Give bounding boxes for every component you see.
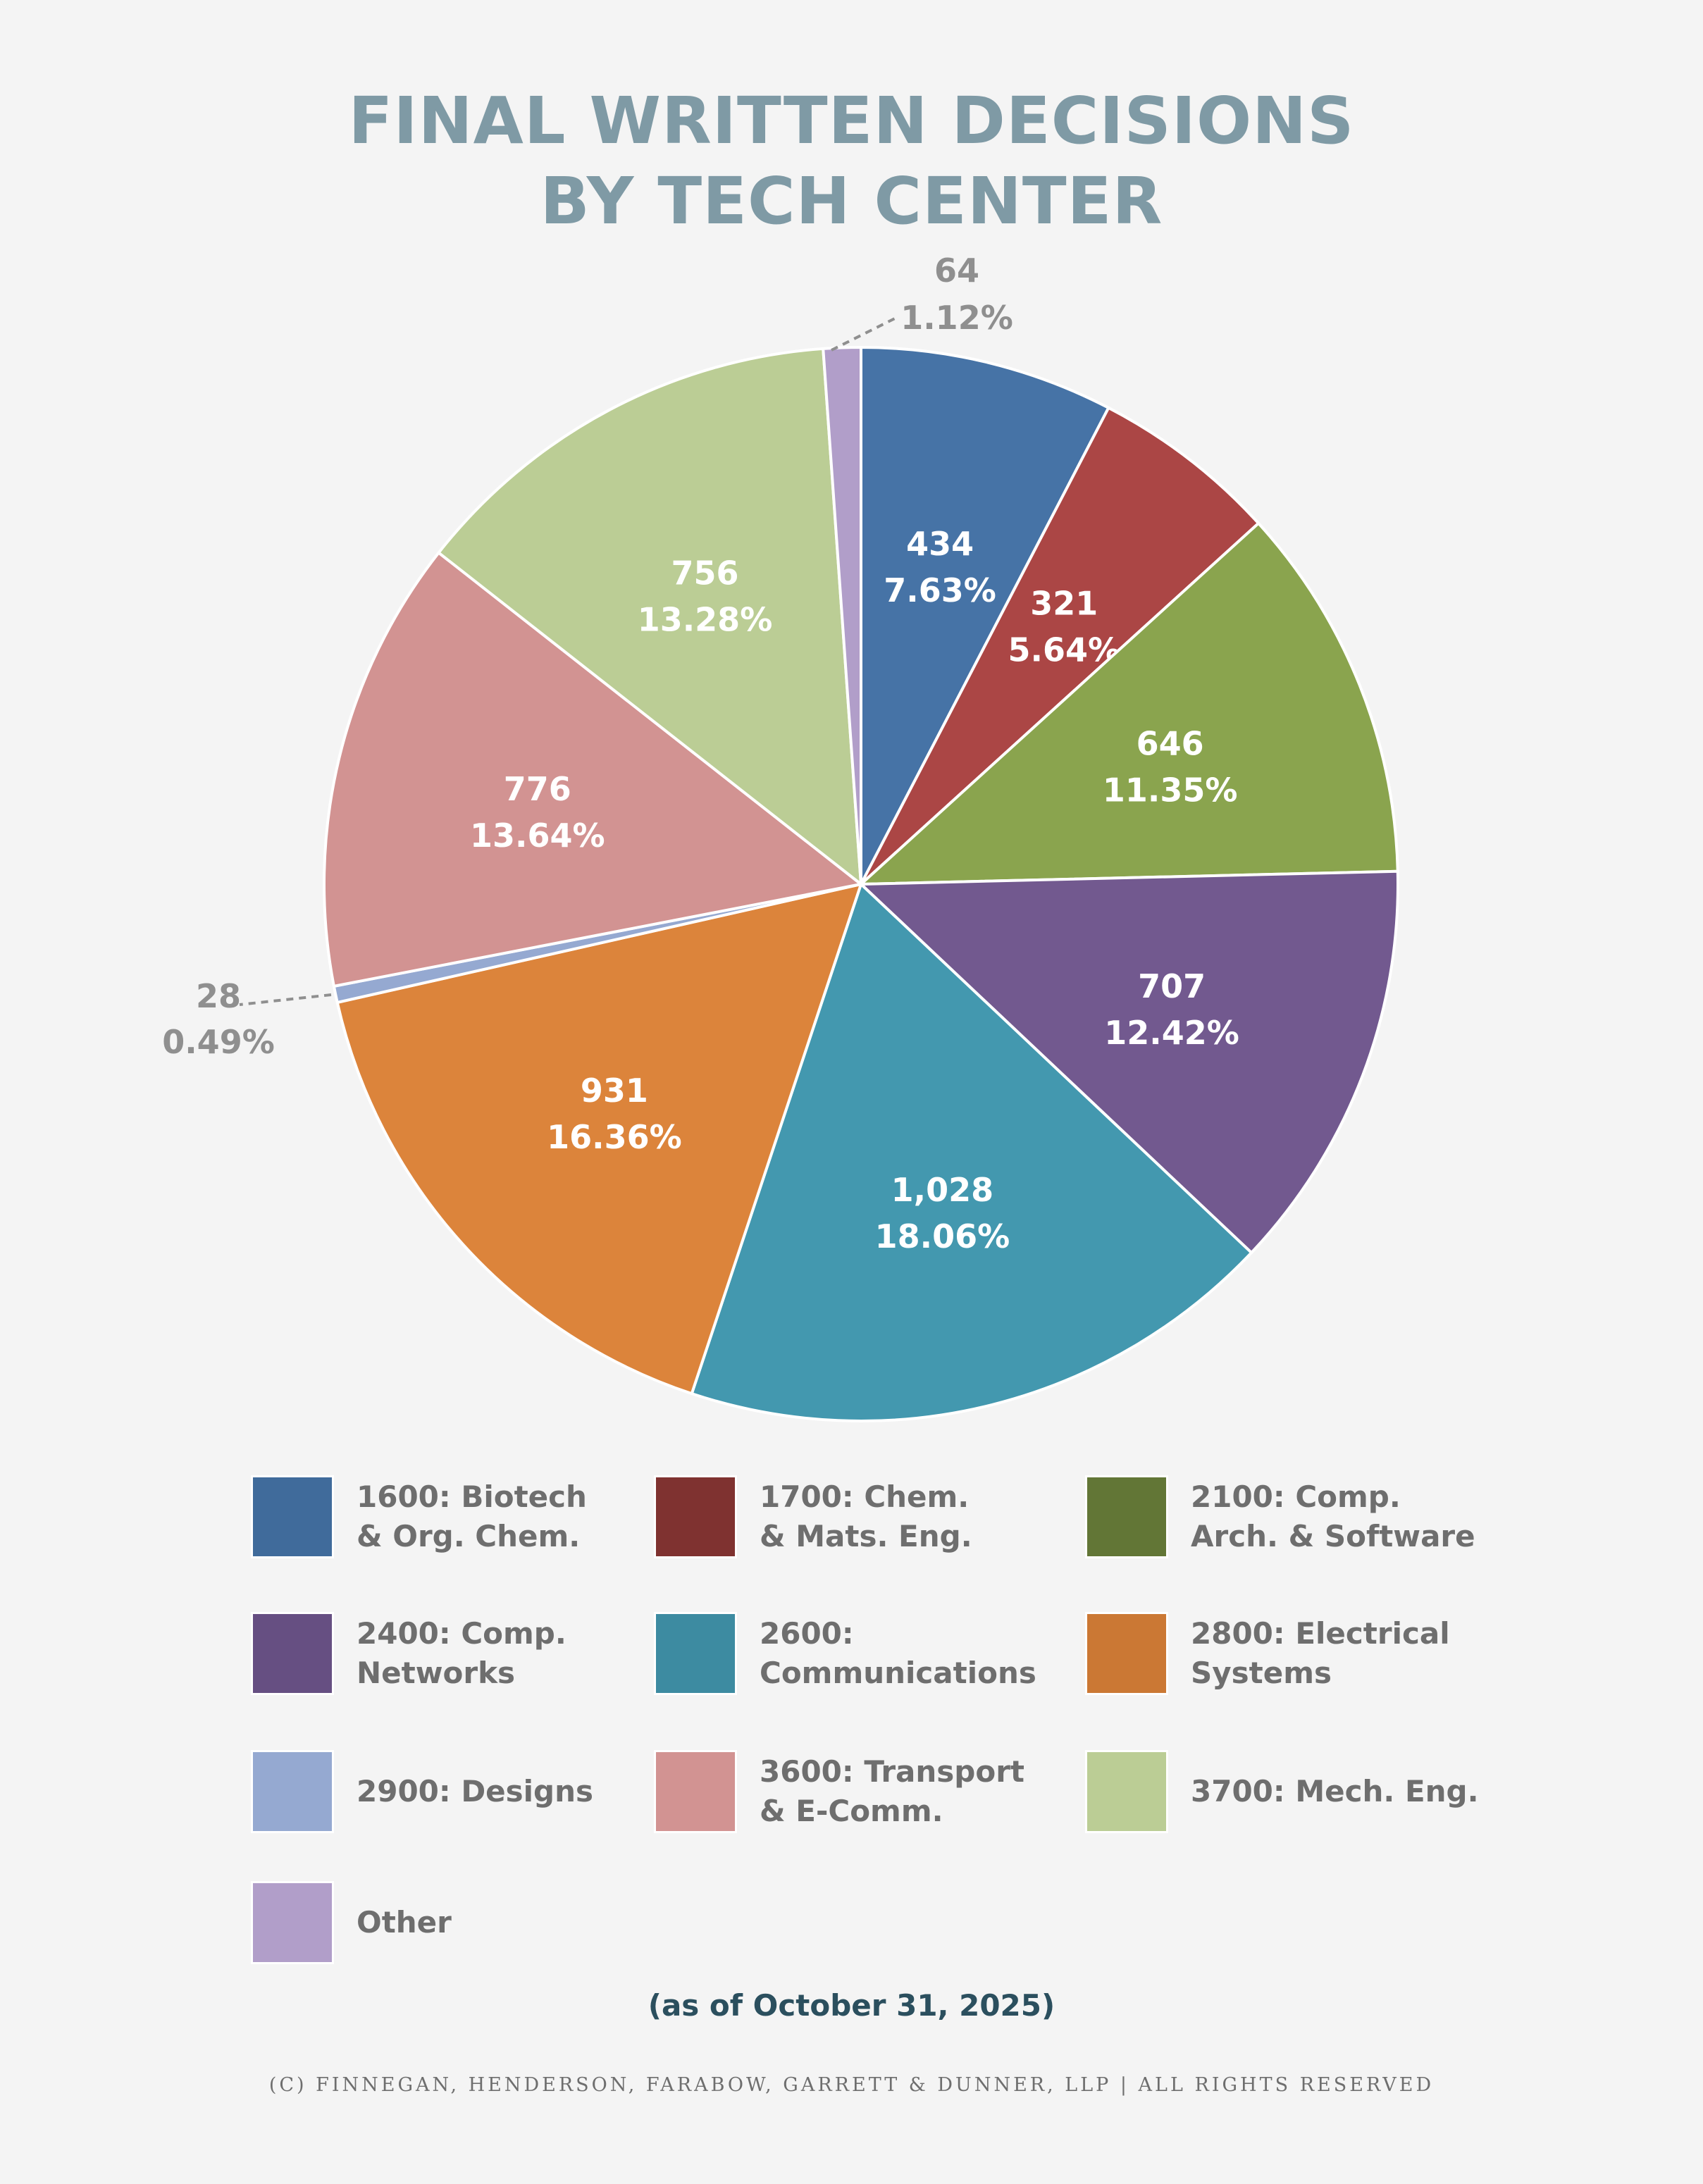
pie-slice bbox=[860, 406, 1261, 886]
legend-label: 3700: Mech. Eng. bbox=[1191, 1750, 1487, 1833]
legend-label-line1: 3600: Transport bbox=[760, 1754, 1025, 1789]
legend-label-line1: 2100: Comp. bbox=[1191, 1479, 1401, 1514]
legend-label-line2: & E-Comm. bbox=[760, 1794, 943, 1828]
legend-label-line2: Networks bbox=[357, 1656, 516, 1690]
slice-value-label: 321 bbox=[1030, 585, 1098, 623]
legend-label-text: 2800: Electrical Systems bbox=[1191, 1614, 1450, 1693]
legend-label-text: Other bbox=[357, 1903, 452, 1942]
slice-value-label: 931 bbox=[581, 1072, 648, 1110]
legend-swatch bbox=[1085, 1475, 1168, 1558]
pie-slice bbox=[437, 347, 862, 886]
slice-value-label: 64 bbox=[934, 252, 979, 290]
legend-label: 2800: Electrical Systems bbox=[1191, 1612, 1487, 1695]
legend-label-line1: 1600: Biotech bbox=[357, 1479, 587, 1514]
legend-label-line1: 2900: Designs bbox=[357, 1774, 594, 1808]
legend-swatch bbox=[1085, 1750, 1168, 1833]
legend-item: 2800: Electrical Systems bbox=[1085, 1612, 1480, 1701]
slice-value-label: 434 bbox=[906, 525, 974, 563]
slice-percent-label: 18.06% bbox=[875, 1217, 1010, 1255]
legend-item: 1700: Chem. & Mats. Eng. bbox=[654, 1475, 1048, 1564]
legend-label: Other bbox=[357, 1881, 652, 1964]
pie-chart: 434 7.63% 321 5.64% 646 11.35% 707 12.42% 1,028 1… bbox=[162, 252, 1399, 1422]
legend-label-line1: 2800: Electrical bbox=[1191, 1616, 1450, 1651]
legend-label-line1: 3700: Mech. Eng. bbox=[1191, 1774, 1479, 1808]
copyright-notice: (C) FINNEGAN, HENDERSON, FARABOW, GARRET… bbox=[268, 2074, 1435, 2096]
legend-item: 1600: Biotech & Org. Chem. bbox=[251, 1475, 645, 1564]
pie-slice bbox=[323, 551, 862, 988]
leader-line bbox=[831, 317, 896, 352]
legend-label-text: 3600: Transport & E-Comm. bbox=[760, 1752, 1024, 1831]
pie-slice bbox=[690, 883, 1253, 1422]
legend-item: Other bbox=[251, 1881, 645, 1970]
legend-label: 3600: Transport & E-Comm. bbox=[760, 1750, 1055, 1833]
slice-percent-label: 0.49% bbox=[162, 1023, 275, 1061]
legend-swatch bbox=[251, 1881, 334, 1964]
pie-slice bbox=[335, 883, 862, 1396]
legend-label-line1: 2600: bbox=[760, 1616, 854, 1651]
legend-swatch bbox=[251, 1612, 334, 1695]
legend-label-text: 3700: Mech. Eng. bbox=[1191, 1772, 1479, 1811]
legend-label-line1: 1700: Chem. bbox=[760, 1479, 970, 1514]
slice-percent-label: 5.64% bbox=[1008, 631, 1121, 669]
legend-label-text: 2100: Comp. Arch. & Software bbox=[1191, 1477, 1475, 1556]
slice-percent-label: 1.12% bbox=[900, 299, 1013, 337]
legend-swatch bbox=[251, 1475, 334, 1558]
pie-slice bbox=[860, 869, 1399, 1255]
legend-label-text: 1700: Chem. & Mats. Eng. bbox=[760, 1477, 972, 1556]
pie-slice bbox=[860, 521, 1399, 886]
legend-swatch bbox=[654, 1612, 737, 1695]
legend-swatch bbox=[654, 1750, 737, 1833]
legend-item: 2900: Designs bbox=[251, 1750, 645, 1839]
legend-item: 2600: Communications bbox=[654, 1612, 1048, 1701]
slice-percent-label: 13.28% bbox=[638, 601, 773, 639]
slice-value-label: 707 bbox=[1138, 967, 1206, 1005]
legend-label-line2: Arch. & Software bbox=[1191, 1519, 1475, 1553]
legend-label-line2: & Org. Chem. bbox=[357, 1519, 581, 1553]
as-of-date: (as of October 31, 2025) bbox=[648, 1988, 1055, 2023]
pie-slice bbox=[860, 346, 1110, 886]
legend-swatch bbox=[1085, 1612, 1168, 1695]
legend-label-line1: Other bbox=[357, 1905, 452, 1940]
legend-label-text: 2400: Comp. Networks bbox=[357, 1614, 566, 1693]
pie-slice bbox=[822, 346, 862, 886]
slice-percent-label: 11.35% bbox=[1103, 771, 1238, 809]
slice-percent-label: 12.42% bbox=[1104, 1014, 1239, 1052]
legend-item: 2100: Comp. Arch. & Software bbox=[1085, 1475, 1480, 1564]
slice-percent-label: 7.63% bbox=[884, 571, 996, 609]
slice-value-label: 756 bbox=[671, 554, 738, 592]
chart-title-line1: FINAL WRITTEN DECISIONS bbox=[348, 83, 1355, 159]
chart-title-line2: BY TECH CENTER bbox=[540, 163, 1163, 239]
legend-label: 2400: Comp. Networks bbox=[357, 1612, 652, 1695]
legend-label: 1700: Chem. & Mats. Eng. bbox=[760, 1475, 1055, 1558]
slice-value-label: 646 bbox=[1137, 724, 1204, 762]
slice-percent-label: 16.36% bbox=[547, 1118, 682, 1156]
legend-label-line2: & Mats. Eng. bbox=[760, 1519, 972, 1553]
leader-line bbox=[239, 993, 332, 1006]
legend-item: 3600: Transport & E-Comm. bbox=[654, 1750, 1048, 1839]
legend-item: 2400: Comp. Networks bbox=[251, 1612, 645, 1701]
slice-value-label: 776 bbox=[504, 770, 571, 808]
legend-label: 2900: Designs bbox=[357, 1750, 652, 1833]
legend-label-line1: 2400: Comp. bbox=[357, 1616, 566, 1651]
legend-swatch bbox=[251, 1750, 334, 1833]
legend-label: 1600: Biotech & Org. Chem. bbox=[357, 1475, 652, 1558]
slice-value-label: 1,028 bbox=[891, 1171, 994, 1209]
legend-item: 3700: Mech. Eng. bbox=[1085, 1750, 1480, 1839]
legend-label: 2600: Communications bbox=[760, 1612, 1055, 1695]
legend-label-line2: Communications bbox=[760, 1656, 1036, 1690]
legend-label-text: 2900: Designs bbox=[357, 1772, 593, 1811]
legend-label-text: 1600: Biotech & Org. Chem. bbox=[357, 1477, 587, 1556]
legend-swatch bbox=[654, 1475, 737, 1558]
legend-label-text: 2600: Communications bbox=[760, 1614, 1036, 1693]
legend-label-line2: Systems bbox=[1191, 1656, 1332, 1690]
slice-percent-label: 13.64% bbox=[470, 817, 605, 855]
slice-value-label: 28 bbox=[196, 977, 241, 1015]
legend-label: 2100: Comp. Arch. & Software bbox=[1191, 1475, 1487, 1558]
